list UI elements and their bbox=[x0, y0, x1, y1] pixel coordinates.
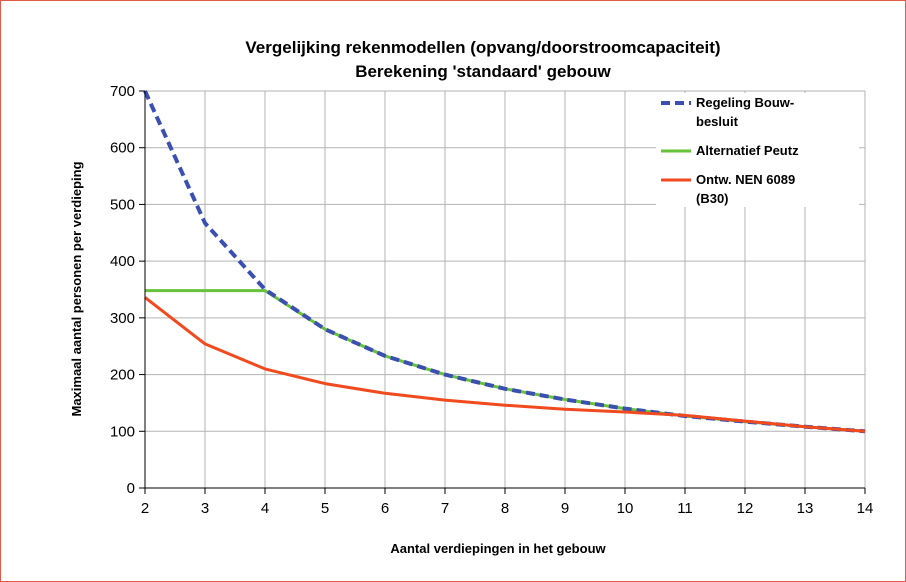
y-tick-label: 0 bbox=[127, 480, 135, 497]
y-tick-labels: 0 100 200 300 400 500 600 700 bbox=[110, 83, 135, 497]
y-tick-label: 200 bbox=[110, 367, 135, 384]
x-tick-label: 8 bbox=[501, 500, 509, 517]
y-tick-label: 500 bbox=[110, 196, 135, 213]
chart-title: Vergelijking rekenmodellen (opvang/doors… bbox=[245, 38, 720, 57]
x-tick-label: 7 bbox=[441, 500, 449, 517]
chart-subtitle: Berekening 'standaard' gebouw bbox=[355, 62, 611, 81]
x-tick-label: 6 bbox=[381, 500, 389, 517]
x-axis-label: Aantal verdiepingen in het gebouw bbox=[390, 541, 606, 556]
legend-label: Ontw. NEN 6089 bbox=[696, 172, 795, 187]
x-tick-label: 3 bbox=[201, 500, 209, 517]
x-tick-label: 12 bbox=[737, 500, 754, 517]
y-tick-label: 300 bbox=[110, 310, 135, 327]
x-tick-label: 13 bbox=[797, 500, 814, 517]
legend-label: (B30) bbox=[696, 191, 729, 206]
legend-label: besluit bbox=[696, 114, 739, 129]
x-tick-label: 5 bbox=[321, 500, 329, 517]
y-tick-label: 100 bbox=[110, 423, 135, 440]
x-tick-label: 9 bbox=[561, 500, 569, 517]
x-tick-label: 4 bbox=[261, 500, 269, 517]
legend-label: Alternatief Peutz bbox=[696, 143, 799, 158]
x-tick-labels: 2 3 4 5 6 7 8 9 10 11 12 13 14 bbox=[141, 500, 874, 517]
legend-label: Regeling Bouw- bbox=[696, 95, 794, 110]
x-tick-label: 11 bbox=[677, 500, 693, 517]
x-tick-label: 2 bbox=[141, 500, 149, 517]
y-tick-label: 600 bbox=[110, 140, 135, 157]
x-tick-label: 14 bbox=[857, 500, 874, 517]
y-tick-label: 700 bbox=[110, 83, 135, 100]
y-axis-label: Maximaal aantal personen per verdieping bbox=[69, 161, 84, 416]
x-tick-label: 10 bbox=[617, 500, 634, 517]
legend: Regeling Bouw-besluit Alternatief Peutz On… bbox=[656, 93, 859, 207]
y-tick-label: 400 bbox=[110, 253, 135, 270]
